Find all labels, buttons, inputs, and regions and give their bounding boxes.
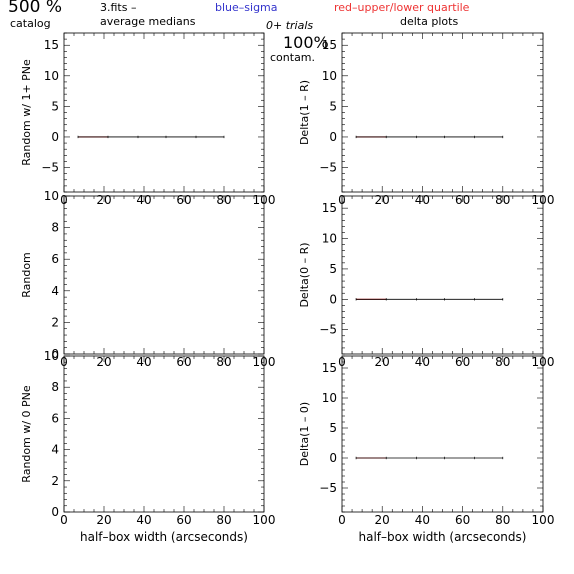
y-tick-label: 8 <box>51 221 59 235</box>
y-axis-label: Random w/ 0 PNe <box>20 385 33 483</box>
x-axis-label: half–box width (arcseconds) <box>359 530 527 544</box>
y-tick-label: 15 <box>44 38 59 52</box>
plot-frame <box>63 32 265 193</box>
x-tick-label: 60 <box>455 513 470 527</box>
y-tick-label: 10 <box>44 69 59 83</box>
legend-sigma: blue–sigma <box>215 1 278 14</box>
header-title-main: 500 % <box>8 0 62 17</box>
y-tick-label: 4 <box>51 443 59 457</box>
y-axis-label: Delta(1 – R) <box>298 80 311 145</box>
x-tick-label: 40 <box>136 513 151 527</box>
y-tick-label: 6 <box>51 411 59 425</box>
y-tick-label: 10 <box>44 349 59 363</box>
y-tick-label: 15 <box>322 38 337 52</box>
y-axis-label: Random <box>20 252 33 298</box>
x-tick-label: 80 <box>495 513 510 527</box>
x-tick-label: 100 <box>253 513 276 527</box>
header-contam-label: contam. <box>270 51 315 64</box>
y-axis-label: Delta(1 – 0) <box>298 402 311 466</box>
y-tick-label: −5 <box>319 323 337 337</box>
x-tick-label: 100 <box>532 513 555 527</box>
x-tick-label: 0 <box>60 513 68 527</box>
header-contam-pct: 100% <box>283 33 329 52</box>
x-axis-label: half–box width (arcseconds) <box>80 530 248 544</box>
y-tick-label: 4 <box>51 284 59 298</box>
y-tick-label: 5 <box>51 99 59 113</box>
y-tick-label: −5 <box>319 481 337 495</box>
y-axis-label: Delta(0 – R) <box>298 242 311 307</box>
y-tick-label: −5 <box>319 161 337 175</box>
y-tick-label: 0 <box>51 347 59 361</box>
header-medians-label: average medians <box>100 15 196 28</box>
legend-quartile: red–upper/lower quartile <box>334 1 470 14</box>
y-tick-label: 0 <box>329 451 337 465</box>
y-axis-label: Random w/ 1+ PNe <box>20 59 33 166</box>
plot-frame <box>341 195 544 355</box>
x-tick-label: 20 <box>375 513 390 527</box>
plot-frame <box>341 355 544 513</box>
plot-frame <box>63 355 265 513</box>
y-tick-label: 8 <box>51 380 59 394</box>
y-tick-label: 6 <box>51 252 59 266</box>
y-tick-label: 5 <box>329 99 337 113</box>
y-tick-label: 5 <box>329 262 337 276</box>
y-tick-label: 0 <box>329 292 337 306</box>
y-tick-label: 5 <box>329 421 337 435</box>
header-title-sub: catalog <box>10 17 51 30</box>
x-tick-label: 20 <box>96 513 111 527</box>
panel-right-bot: 0 20 40 60 80 100 −5 0 5 10 15 Delta(1 – 0) half–box… <box>298 355 555 544</box>
y-tick-label: 10 <box>322 391 337 405</box>
plot-frame <box>63 195 265 355</box>
y-tick-label: 15 <box>322 361 337 375</box>
y-tick-label: 0 <box>51 505 59 519</box>
y-tick-label: 0 <box>51 130 59 144</box>
x-tick-label: 80 <box>216 513 231 527</box>
y-tick-label: 10 <box>322 69 337 83</box>
y-tick-label: 15 <box>322 201 337 215</box>
y-tick-label: 0 <box>329 130 337 144</box>
y-tick-label: −5 <box>41 161 59 175</box>
header-delta-title: delta plots <box>400 15 458 28</box>
y-tick-label: 2 <box>51 474 59 488</box>
x-tick-label: 60 <box>176 513 191 527</box>
header-file-label: 3.fits – <box>100 1 136 14</box>
x-tick-label: 0 <box>338 513 346 527</box>
plot-frame <box>341 32 544 193</box>
panel-left-bot: 0 20 40 60 80 100 0 2 4 6 8 10 Random w/ 0 PNe half–b… <box>20 349 275 544</box>
y-tick-label: 10 <box>44 189 59 203</box>
y-tick-label: 10 <box>322 232 337 246</box>
x-tick-label: 40 <box>415 513 430 527</box>
header-trials: 0+ trials <box>266 19 313 32</box>
y-tick-label: 2 <box>51 315 59 329</box>
